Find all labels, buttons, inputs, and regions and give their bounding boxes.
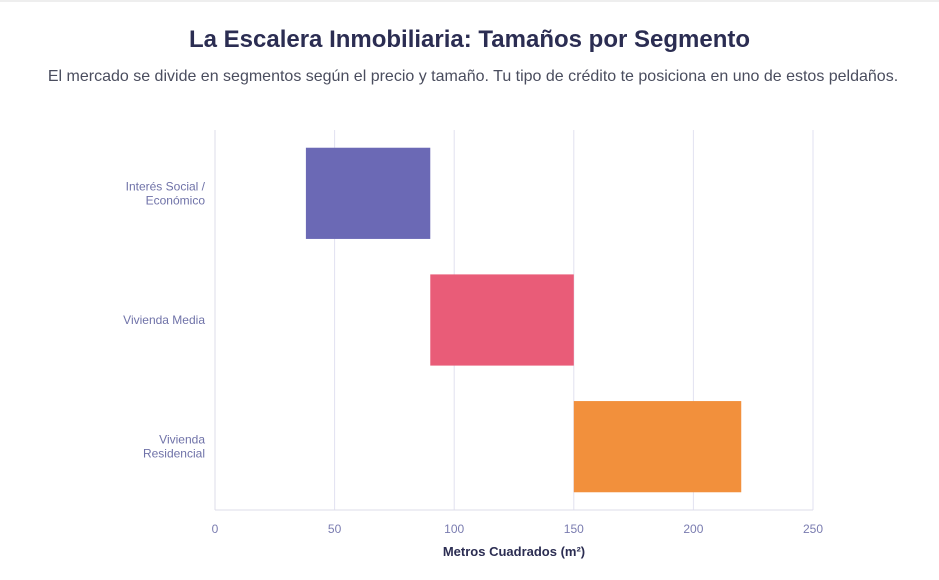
category-labels: Interés Social /Económico Vivienda Media V… <box>123 179 206 460</box>
category-label: Residencial <box>143 447 205 461</box>
bar-segment-2 <box>430 274 574 365</box>
category-label: Económico <box>146 193 206 207</box>
category-label: Vivienda Media <box>123 313 205 327</box>
x-tick-label: 200 <box>683 522 703 536</box>
bar-segment-1 <box>306 148 430 239</box>
x-tick-label: 100 <box>444 522 464 536</box>
bar-segment-3 <box>574 401 741 492</box>
category-label: Interés Social / <box>126 179 206 193</box>
x-tick-labels: 0 50 100 150 200 250 <box>212 522 824 536</box>
x-tick-label: 0 <box>212 522 219 536</box>
x-tick-label: 50 <box>328 522 342 536</box>
x-tick-label: 250 <box>803 522 823 536</box>
bars <box>306 148 741 493</box>
category-label: Vivienda <box>159 433 205 447</box>
x-axis-title: Metros Cuadrados (m²) <box>443 544 585 559</box>
x-tick-label: 150 <box>564 522 584 536</box>
